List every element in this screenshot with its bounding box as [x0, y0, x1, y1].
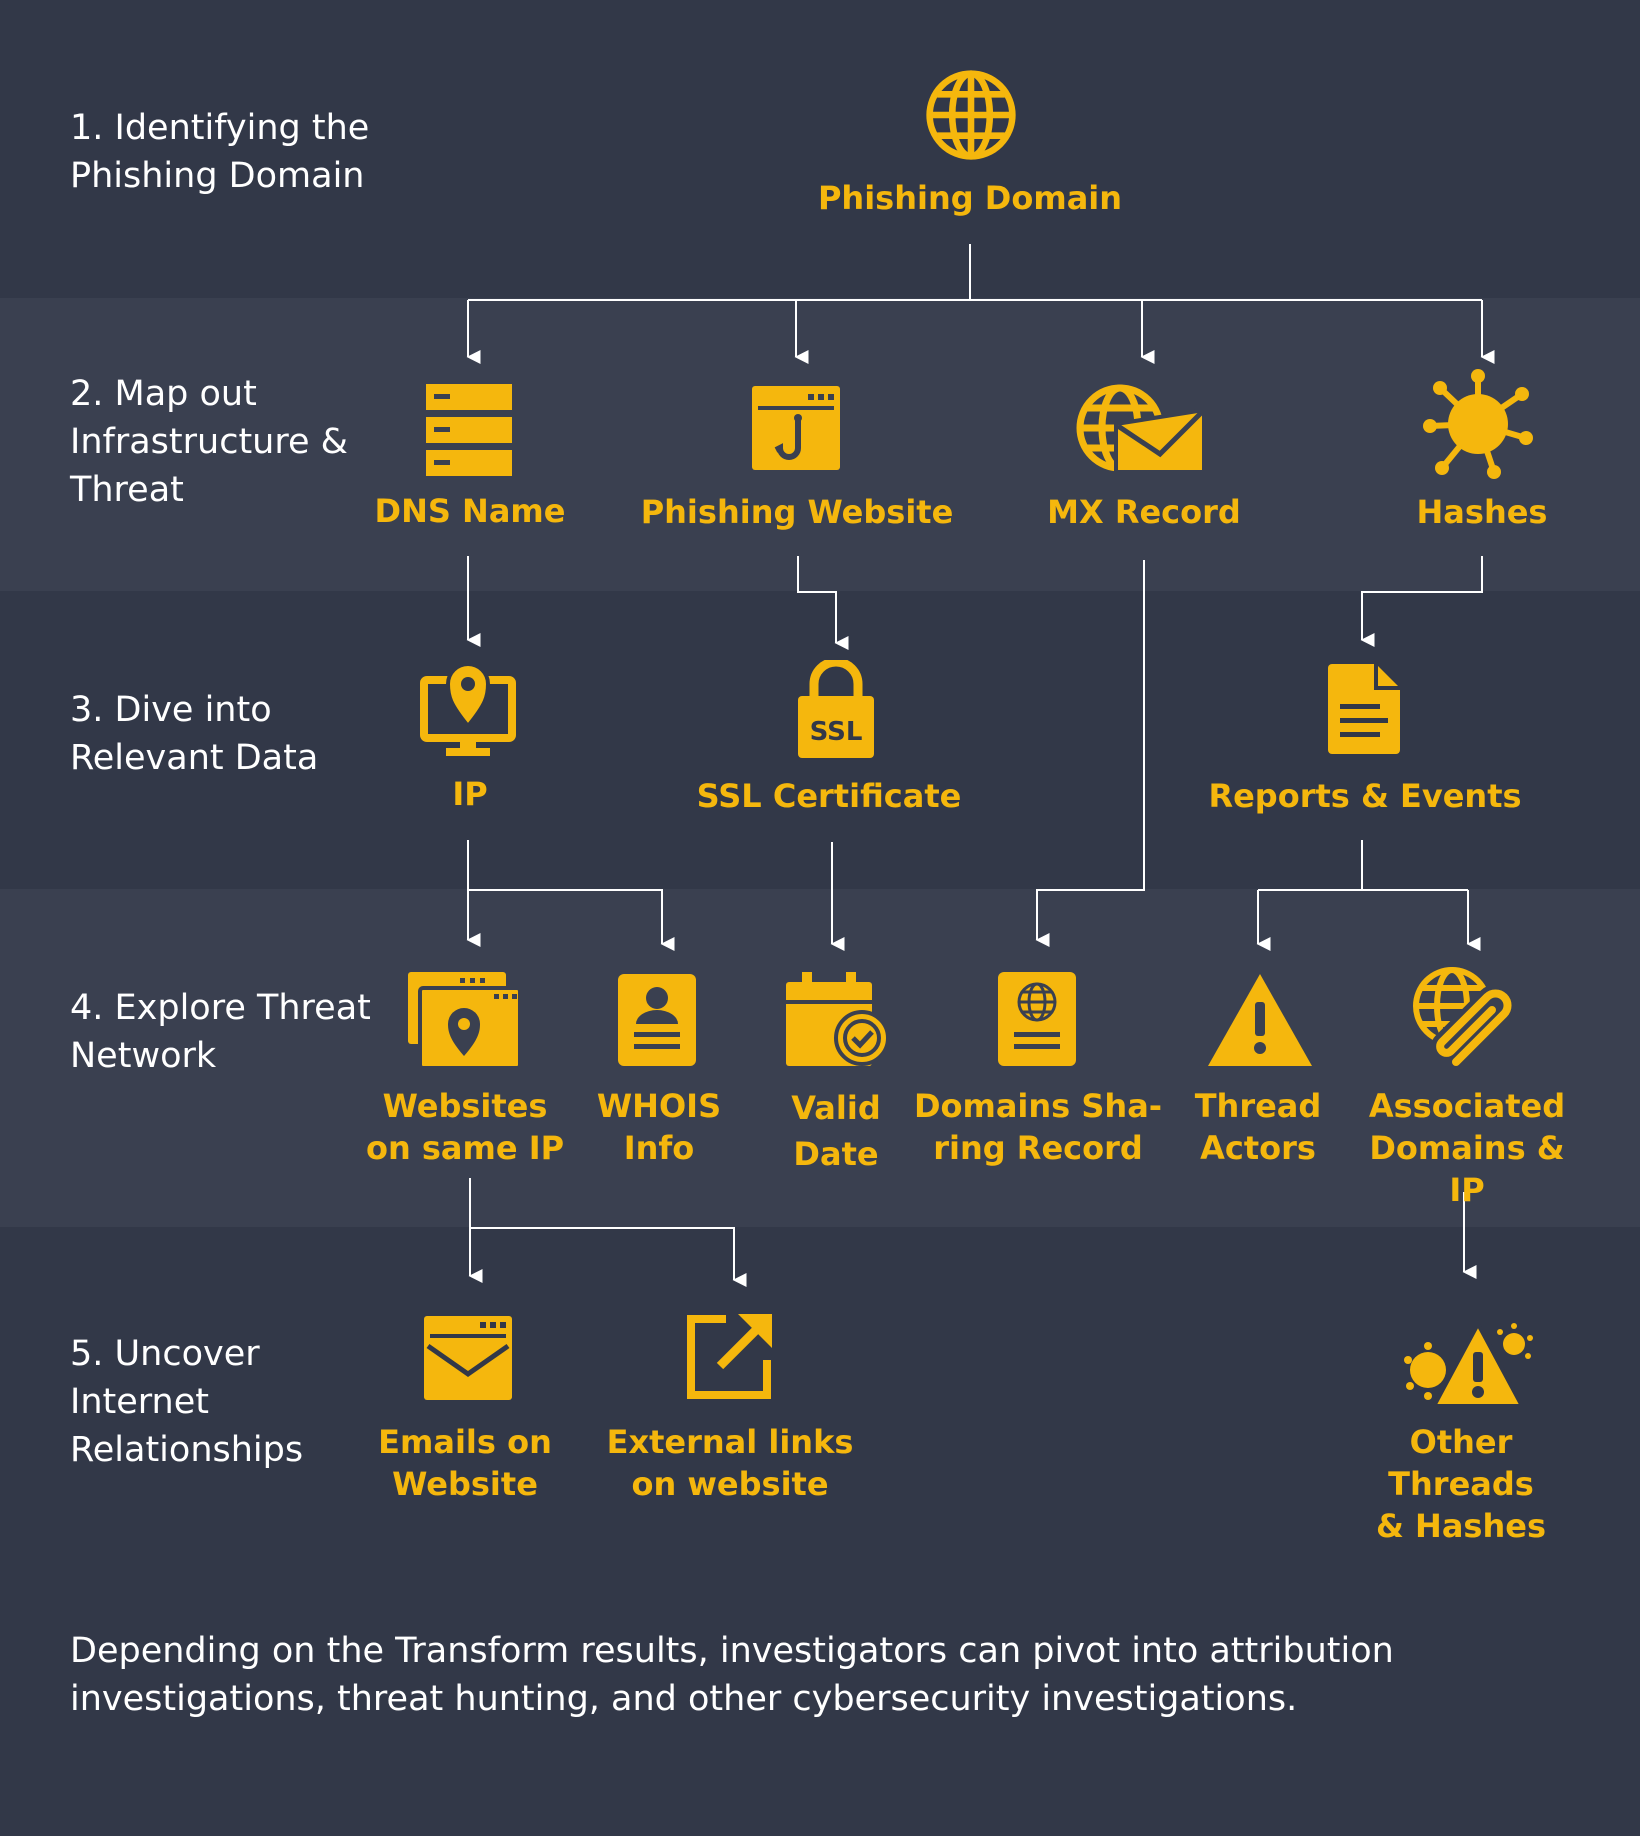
- id-card-icon: [618, 974, 696, 1066]
- warning-icon: [1208, 974, 1312, 1066]
- node-websites-same-ip: Websites on same IP: [365, 1087, 565, 1167]
- virus-icon: [1423, 369, 1533, 479]
- globe-paperclip-icon: [1413, 967, 1517, 1071]
- edge-mx-domains: [1035, 560, 1145, 947]
- calendar-check-icon: [786, 972, 888, 1066]
- node-domains-sharing-record: Domains Sha- ring Record: [913, 1087, 1163, 1167]
- browser-envelope-icon: [424, 1316, 512, 1400]
- monitor-location-icon: [420, 662, 516, 756]
- node-external-links: External links on website: [606, 1423, 854, 1503]
- node-thread-actors: Thread Actors: [1194, 1087, 1322, 1167]
- node-ip: IP: [452, 775, 488, 813]
- node-associated-domains-ip: Associated Domains & IP: [1368, 1087, 1566, 1209]
- step-5-label: 5. Uncover Internet Relationships: [70, 1334, 304, 1470]
- edge-ip-whois: [468, 889, 675, 951]
- node-ssl-certificate: SSL Certificate: [696, 777, 962, 815]
- edge-website-ssl: [797, 556, 849, 650]
- edge-websites-links: [470, 1227, 747, 1287]
- browser-hook-icon: [752, 386, 840, 470]
- node-other-threads-hashes: Other Threads & Hashes: [1376, 1423, 1546, 1545]
- edge-hashes-reports: [1360, 556, 1483, 647]
- document-icon: [1328, 664, 1400, 754]
- passport-icon: [998, 972, 1076, 1066]
- node-reports-events: Reports & Events: [1208, 777, 1522, 815]
- virus-warning-icon: [1404, 1320, 1533, 1408]
- node-dns-name: DNS Name: [374, 492, 566, 530]
- globe-icon: [926, 70, 1016, 160]
- footer-text: Depending on the Transform results, inve…: [70, 1631, 1394, 1719]
- node-phishing-website: Phishing Website: [640, 493, 954, 531]
- step-1-label: 1. Identifying the Phishing Domain: [70, 108, 370, 196]
- step-2-label: 2. Map out Infrastructure & Threat: [70, 374, 348, 510]
- globe-envelope-icon: [1076, 384, 1206, 474]
- windows-location-icon: [408, 972, 520, 1068]
- node-hashes: Hashes: [1416, 493, 1548, 531]
- node-phishing-domain: Phishing Domain: [817, 179, 1123, 217]
- server-icon: [426, 384, 512, 476]
- step-4-label: 4. Explore Threat Network: [70, 988, 371, 1076]
- svg-text:SSL: SSL: [810, 717, 863, 747]
- ssl-lock-icon: SSL: [798, 660, 874, 758]
- node-valid-date: Valid Date: [791, 1089, 881, 1173]
- external-link-icon: [687, 1314, 772, 1399]
- node-mx-record: MX Record: [1047, 493, 1241, 531]
- node-whois-info: WHOIS Info: [596, 1087, 722, 1167]
- stage-band-1: [0, 0, 1640, 298]
- step-3-label: 3. Dive into Relevant Data: [70, 690, 319, 778]
- node-emails-on-website: Emails on Website: [378, 1423, 552, 1503]
- stage-band-5: [0, 1227, 1640, 1836]
